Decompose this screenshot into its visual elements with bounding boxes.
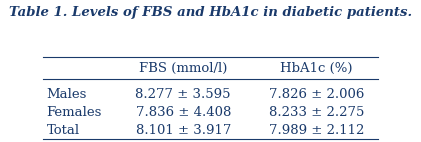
Text: 7.989 ± 2.112: 7.989 ± 2.112 xyxy=(269,124,364,137)
Text: Table 1. Levels of FBS and HbA1c in diabetic patients.: Table 1. Levels of FBS and HbA1c in diab… xyxy=(9,6,412,19)
Text: Total: Total xyxy=(47,124,80,137)
Text: Males: Males xyxy=(47,88,87,101)
Text: 8.277 ± 3.595: 8.277 ± 3.595 xyxy=(136,88,231,101)
Text: 7.836 ± 4.408: 7.836 ± 4.408 xyxy=(136,106,231,119)
Text: 8.101 ± 3.917: 8.101 ± 3.917 xyxy=(136,124,231,137)
Text: HbA1c (%): HbA1c (%) xyxy=(280,62,352,75)
Text: Females: Females xyxy=(47,106,102,119)
Text: 7.826 ± 2.006: 7.826 ± 2.006 xyxy=(269,88,364,101)
Text: 8.233 ± 2.275: 8.233 ± 2.275 xyxy=(269,106,364,119)
Text: FBS (mmol/l): FBS (mmol/l) xyxy=(139,62,227,75)
